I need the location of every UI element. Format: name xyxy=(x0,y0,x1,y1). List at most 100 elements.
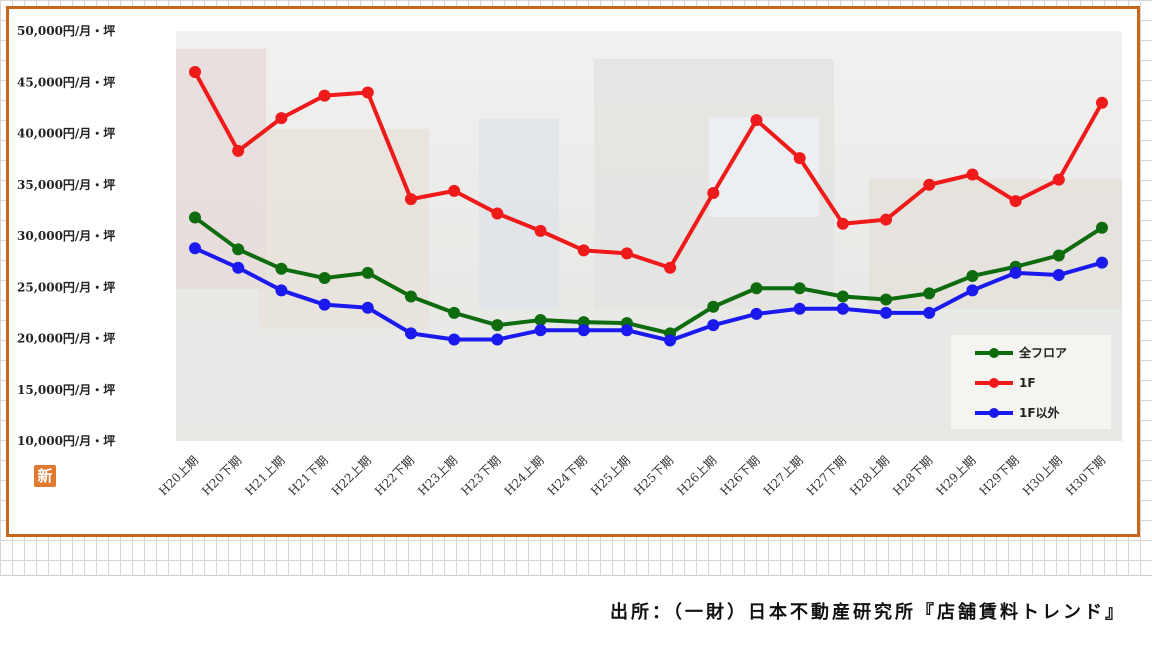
data-point xyxy=(1096,221,1108,234)
data-point xyxy=(793,282,806,295)
y-tick-label: 10,000円/月・坪 xyxy=(17,434,115,448)
x-tick-label: H28上期 xyxy=(847,453,892,498)
data-point xyxy=(793,152,806,165)
data-point xyxy=(836,302,849,315)
data-point xyxy=(793,302,806,315)
y-tick-label: 25,000円/月・坪 xyxy=(17,280,115,294)
x-tick-label: H21下期 xyxy=(286,453,331,498)
y-tick-label: 20,000円/月・坪 xyxy=(17,332,115,346)
data-point xyxy=(750,114,763,127)
data-point xyxy=(620,247,633,260)
x-tick-label: H29下期 xyxy=(977,453,1022,498)
data-point xyxy=(189,242,201,255)
data-point xyxy=(577,244,590,257)
x-tick-label: H27上期 xyxy=(761,453,806,498)
data-point xyxy=(275,284,288,297)
x-tick-label: H20下期 xyxy=(199,453,244,498)
x-tick-label: H22上期 xyxy=(329,453,374,498)
x-tick-label: H24上期 xyxy=(502,453,547,498)
data-point xyxy=(275,262,288,275)
x-tick-label: H23上期 xyxy=(415,453,460,498)
data-point xyxy=(620,324,633,337)
data-point xyxy=(750,307,763,320)
legend-swatch-marker xyxy=(989,348,999,358)
y-tick-label: 15,000円/月・坪 xyxy=(17,383,115,397)
data-point xyxy=(880,213,893,226)
x-axis-ticks: H20上期H20下期H21上期H21下期H22上期H22下期H23上期H23下期… xyxy=(156,453,1108,498)
x-tick-label: H20上期 xyxy=(156,453,201,498)
data-point xyxy=(448,333,461,346)
data-point xyxy=(1052,249,1065,262)
data-point xyxy=(1096,96,1108,109)
x-tick-label: H28下期 xyxy=(890,453,935,498)
data-point xyxy=(966,168,979,181)
y-axis-ticks: 10,000円/月・坪 15,000円/月・坪 20,000円/月・坪 25,000円… xyxy=(17,24,115,448)
data-point xyxy=(491,333,504,346)
line-chart: 10,000円/月・坪 15,000円/月・坪 20,000円/月・坪 25,000円… xyxy=(17,24,1122,498)
data-point xyxy=(448,306,461,319)
x-tick-label: H30下期 xyxy=(1063,453,1108,498)
legend-swatch-marker xyxy=(989,408,999,418)
x-tick-label: H26上期 xyxy=(674,453,719,498)
data-point xyxy=(404,290,417,303)
data-point xyxy=(318,272,331,285)
x-tick-label: H29上期 xyxy=(933,453,978,498)
data-point xyxy=(534,324,547,337)
chart-frame[interactable]: 10,000円/月・坪 15,000円/月・坪 20,000円/月・坪 25,000円… xyxy=(6,6,1140,537)
data-point xyxy=(880,306,893,319)
data-point xyxy=(966,269,979,282)
data-point xyxy=(1009,195,1022,208)
data-point xyxy=(232,243,245,256)
data-point xyxy=(1052,268,1065,281)
y-tick-label: 30,000円/月・坪 xyxy=(17,229,115,243)
data-point xyxy=(361,301,374,314)
data-point xyxy=(404,193,417,206)
legend: 全フロア 1F 1F以外 xyxy=(951,335,1111,429)
data-point xyxy=(707,300,720,313)
data-point xyxy=(491,319,504,332)
legend-swatch-marker xyxy=(989,378,999,388)
series-line-1 xyxy=(193,71,1104,270)
spreadsheet-lower-area xyxy=(0,575,1152,649)
data-point xyxy=(361,266,374,279)
data-point xyxy=(923,178,936,191)
data-point xyxy=(491,207,504,220)
x-tick-label: H25下期 xyxy=(631,453,676,498)
series-line-0 xyxy=(193,215,1104,336)
legend-label: 全フロア xyxy=(1018,345,1067,360)
data-point xyxy=(707,319,720,332)
series-line-2 xyxy=(194,246,1103,343)
data-point xyxy=(534,224,547,237)
data-point xyxy=(577,324,590,337)
data-point xyxy=(189,211,201,224)
x-tick-label: H22下期 xyxy=(372,453,417,498)
data-point xyxy=(923,287,936,300)
data-point xyxy=(664,334,677,347)
data-point xyxy=(318,298,331,311)
data-point xyxy=(707,186,720,199)
y-tick-label: 35,000円/月・坪 xyxy=(17,178,115,192)
data-point xyxy=(750,282,763,295)
data-point xyxy=(1096,256,1108,269)
y-tick-label: 40,000円/月・坪 xyxy=(17,127,115,141)
data-point xyxy=(534,314,547,327)
x-tick-label: H24下期 xyxy=(545,453,590,498)
data-point xyxy=(1009,266,1022,279)
data-point xyxy=(232,261,245,274)
y-tick-label: 50,000円/月・坪 xyxy=(17,24,115,38)
legend-label: 1F xyxy=(1019,376,1036,390)
data-point xyxy=(189,66,201,78)
source-caption: 出所：（一財）日本不動産研究所『店舗賃料トレンド』 xyxy=(610,602,1126,623)
data-point xyxy=(923,306,936,319)
data-point xyxy=(836,217,849,230)
x-tick-label: H25上期 xyxy=(588,453,633,498)
x-tick-label: H26下期 xyxy=(718,453,763,498)
data-point xyxy=(232,144,245,157)
data-point xyxy=(966,284,979,297)
series-layer xyxy=(189,66,1108,347)
x-tick-label: H27下期 xyxy=(804,453,849,498)
y-tick-label: 45,000円/月・坪 xyxy=(17,75,115,89)
data-point xyxy=(577,316,590,329)
data-point xyxy=(1052,173,1065,186)
data-point xyxy=(404,327,417,340)
